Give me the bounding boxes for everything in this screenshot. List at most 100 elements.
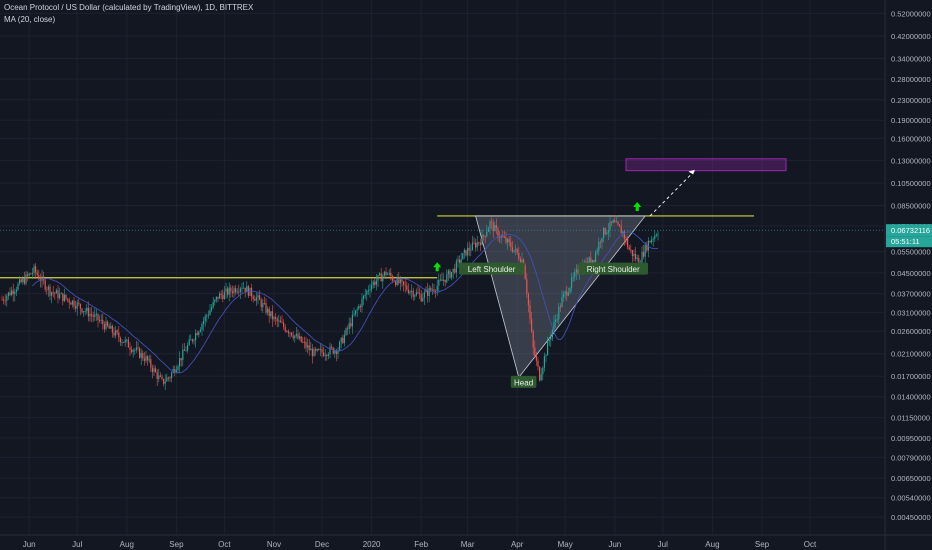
candle-body bbox=[76, 302, 78, 309]
candles bbox=[1, 215, 659, 390]
candle-body bbox=[651, 239, 653, 243]
candle-body bbox=[292, 335, 294, 339]
price-tick-label: 0.19000000 bbox=[891, 116, 931, 125]
candle-body bbox=[535, 355, 537, 361]
candle-body bbox=[12, 290, 14, 295]
candle-body bbox=[220, 293, 222, 296]
candle-body bbox=[190, 339, 192, 341]
time-tick-label: Jul bbox=[72, 540, 82, 549]
candle-body bbox=[476, 242, 478, 248]
candle-body bbox=[215, 296, 217, 300]
candle-body bbox=[86, 307, 88, 312]
candle-body bbox=[233, 288, 235, 294]
candle-body bbox=[83, 311, 85, 313]
candle-body bbox=[283, 322, 285, 327]
candle-body bbox=[545, 355, 547, 357]
candle-body bbox=[492, 222, 494, 232]
candle-body bbox=[113, 332, 115, 336]
candle-body bbox=[140, 352, 142, 358]
time-tick-label: Jul bbox=[658, 540, 668, 549]
candle-body bbox=[494, 225, 496, 232]
candle-body bbox=[398, 277, 400, 284]
candle-body bbox=[267, 308, 269, 313]
projection-arrowhead bbox=[688, 169, 695, 175]
price-tick-label: 0.01400000 bbox=[891, 393, 931, 402]
candle-body bbox=[559, 306, 561, 308]
candle-body bbox=[295, 333, 297, 336]
time-tick-label: May bbox=[558, 540, 573, 549]
head-label: Head bbox=[514, 378, 533, 387]
candle-body bbox=[195, 333, 197, 341]
candle-body bbox=[14, 291, 16, 295]
indicator-label[interactable]: MA (20, close) bbox=[4, 15, 56, 24]
time-axis[interactable]: Jun Jul Aug Sep Oct Nov Dec 2020 Feb Mar Apr May Jun… bbox=[0, 534, 932, 549]
candle-body bbox=[351, 315, 353, 327]
candle-body bbox=[30, 273, 32, 275]
candle-body bbox=[375, 280, 377, 285]
candle-body bbox=[324, 354, 326, 356]
candle-body bbox=[635, 253, 637, 260]
candle-body bbox=[611, 221, 613, 223]
candle-body bbox=[411, 290, 413, 292]
candle-body bbox=[188, 339, 190, 345]
candle-body bbox=[33, 266, 35, 273]
candle-body bbox=[407, 289, 409, 293]
candle-body bbox=[593, 259, 595, 263]
candle-body bbox=[473, 242, 475, 244]
candle-body bbox=[419, 293, 421, 295]
candle-body bbox=[558, 306, 560, 320]
candle-body bbox=[55, 290, 57, 294]
candle-body bbox=[446, 273, 448, 283]
candle-body bbox=[281, 322, 283, 324]
candle-body bbox=[43, 276, 45, 281]
candle-body bbox=[49, 286, 51, 296]
candle-body bbox=[147, 356, 149, 361]
candle-body bbox=[315, 349, 317, 351]
candle-body bbox=[275, 317, 277, 319]
candle-body bbox=[158, 375, 160, 379]
candle-body bbox=[151, 367, 153, 373]
candle-body bbox=[331, 346, 333, 348]
candle-body bbox=[340, 337, 342, 342]
price-tick-label: 0.52000000 bbox=[891, 9, 931, 18]
candle-body bbox=[438, 279, 440, 286]
candle-body bbox=[54, 292, 56, 294]
candle-body bbox=[27, 274, 29, 276]
candle-body bbox=[59, 294, 61, 299]
candle-body bbox=[463, 249, 465, 254]
candle-body bbox=[614, 220, 616, 223]
candle-body bbox=[502, 235, 504, 237]
candle-body bbox=[230, 287, 232, 292]
candle-body bbox=[459, 259, 461, 264]
candle-body bbox=[6, 296, 8, 301]
candle-body bbox=[95, 313, 97, 315]
candle-body bbox=[143, 358, 145, 361]
candle-body bbox=[460, 259, 462, 264]
candle-body bbox=[163, 378, 165, 384]
candle-body bbox=[543, 356, 545, 368]
candle-body bbox=[310, 348, 312, 351]
candle-body bbox=[604, 227, 606, 234]
price-tick-label: 0.01150000 bbox=[891, 414, 930, 423]
candle-body bbox=[356, 309, 358, 311]
candle-body bbox=[327, 354, 329, 356]
candle-body bbox=[68, 299, 70, 303]
candle-body bbox=[35, 266, 37, 273]
candle-body bbox=[588, 257, 590, 266]
candle-body bbox=[129, 347, 131, 350]
candle-body bbox=[305, 341, 307, 348]
candle-body bbox=[91, 313, 93, 316]
candle-body bbox=[131, 349, 133, 352]
candle-body bbox=[430, 287, 432, 291]
candle-body bbox=[527, 293, 529, 306]
candle-body bbox=[617, 221, 619, 225]
symbol-title[interactable]: Ocean Protocol / US Dollar (calculated b… bbox=[4, 3, 254, 12]
candle-body bbox=[404, 284, 406, 286]
candle-body bbox=[127, 339, 129, 348]
candle-body bbox=[532, 331, 534, 348]
candle-body bbox=[115, 330, 117, 336]
candle-body bbox=[9, 292, 11, 296]
candle-body bbox=[447, 270, 449, 274]
